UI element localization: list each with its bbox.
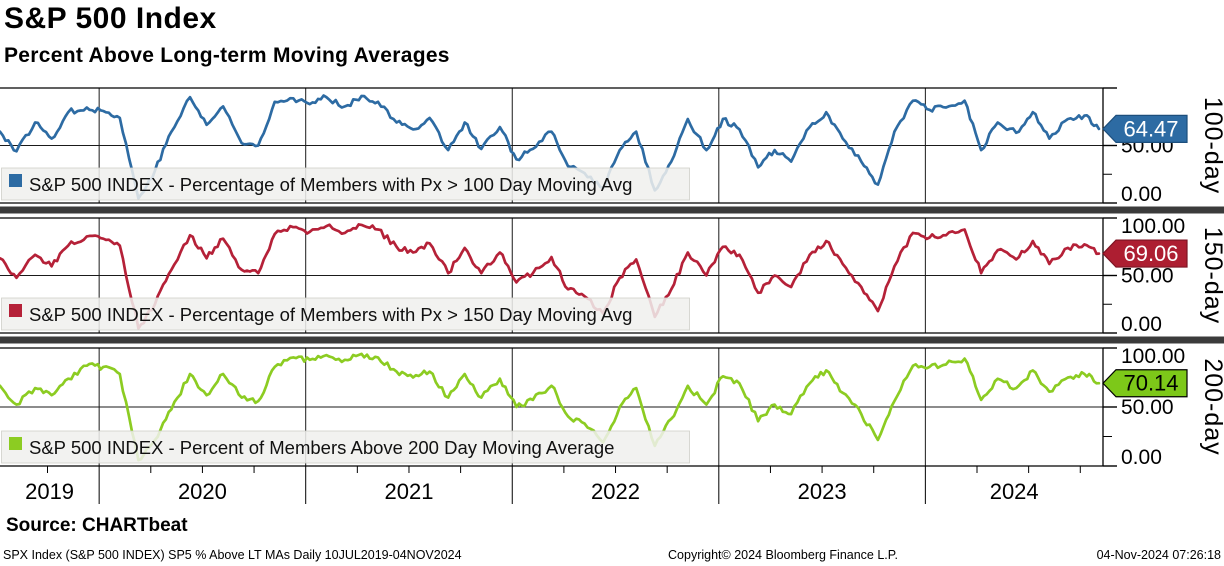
series-line-100-day	[0, 94, 1101, 200]
legend-marker	[9, 304, 22, 317]
last-value-badge	[1102, 369, 1188, 398]
y-tick-label: 50.00	[1121, 265, 1174, 288]
last-value-badge	[1102, 114, 1188, 143]
panel-150-day: 100.00 50.00 0.00 69.06 150-day S&P 500 INDEX…	[0, 215, 1224, 336]
legend-marker	[9, 174, 22, 187]
last-value-badge	[1102, 239, 1188, 268]
copyright-text: Copyright© 2024 Bloomberg Finance L.P.	[668, 548, 898, 562]
page-subtitle: Percent Above Long-term Moving Averages	[4, 44, 450, 67]
right-axis-title: 100-day	[1199, 97, 1224, 194]
year-label: 2019	[25, 479, 74, 504]
year-label: 2021	[385, 479, 434, 504]
last-value-text: 70.14	[1123, 371, 1178, 396]
legend-label: S&P 500 INDEX - Percentage of Members wi…	[29, 304, 632, 325]
series-line-150-day	[0, 223, 1101, 330]
last-value-text: 64.47	[1123, 116, 1178, 141]
last-value-text: 69.06	[1123, 241, 1178, 266]
year-label: 2022	[591, 479, 640, 504]
year-label: 2024	[990, 479, 1039, 504]
panel-divider-1	[0, 206, 1224, 214]
year-label: 2020	[178, 479, 227, 504]
series-line-200-day	[0, 352, 1101, 462]
source-label: Source: CHARTbeat	[6, 515, 188, 536]
y-tick-label: 100.00	[1121, 345, 1185, 368]
year-label: 2023	[798, 479, 847, 504]
timestamp: 04-Nov-2024 07:26:18	[1096, 548, 1221, 562]
legend-box	[1, 167, 690, 201]
y-tick-label: 0.00	[1121, 446, 1162, 469]
legend-marker	[9, 437, 22, 450]
y-tick-label: 0.00	[1121, 183, 1162, 206]
right-axis-title: 200-day	[1199, 358, 1224, 455]
legend-label: S&P 500 INDEX - Percent of Members Above…	[29, 437, 614, 458]
panel-200-day: 100.00 50.00 0.00 70.14 200-day S&P 500 INDEX…	[0, 345, 1224, 469]
legend-label: S&P 500 INDEX - Percentage of Members wi…	[29, 174, 632, 195]
ticker-info: SPX Index (S&P 500 INDEX) SP5 % Above LT…	[3, 548, 462, 562]
legend-box	[1, 297, 690, 331]
panel-divider-2	[0, 336, 1224, 344]
y-tick-label: 50.00	[1121, 396, 1174, 419]
x-axis: 2019 2020 2021 2022 2023 2024	[25, 466, 1081, 504]
y-tick-label: 0.00	[1121, 313, 1162, 336]
page-title: S&P 500 Index	[4, 2, 217, 35]
right-axis-title: 150-day	[1199, 227, 1224, 324]
y-tick-label: 100.00	[1121, 215, 1185, 238]
legend-box	[1, 430, 690, 464]
